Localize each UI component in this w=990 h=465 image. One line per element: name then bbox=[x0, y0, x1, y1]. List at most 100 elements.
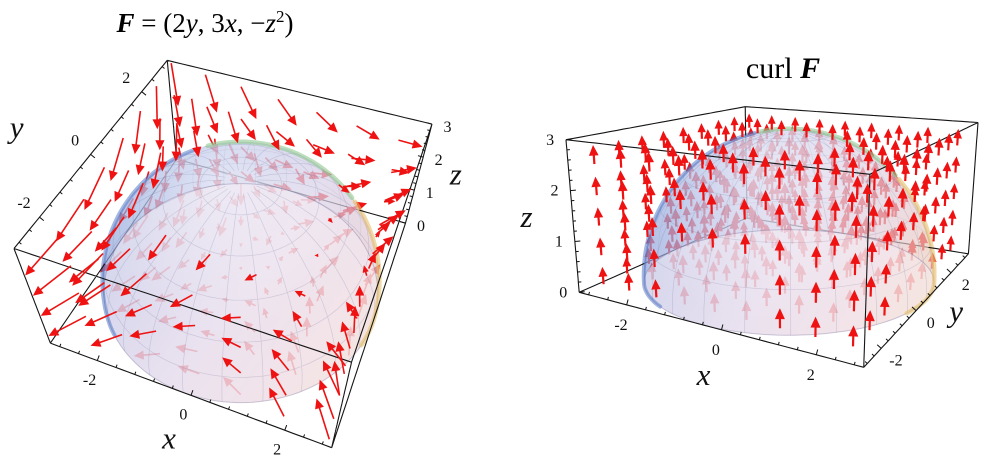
vector-head bbox=[931, 196, 940, 207]
vector-head bbox=[25, 265, 36, 276]
vector-head bbox=[697, 123, 706, 133]
tick-label-z: 0 bbox=[559, 284, 567, 301]
vector-head bbox=[620, 228, 630, 239]
vector-shaft bbox=[95, 333, 123, 345]
axis-tick bbox=[209, 399, 212, 403]
vector-head bbox=[362, 265, 369, 273]
axis-tick bbox=[920, 300, 924, 304]
vector-head bbox=[946, 235, 955, 245]
vector-head bbox=[663, 137, 673, 148]
vector-head bbox=[760, 190, 771, 201]
vector-head bbox=[774, 308, 785, 320]
vector-head bbox=[209, 101, 219, 113]
vector-head bbox=[868, 204, 879, 216]
vector-shaft bbox=[75, 252, 104, 283]
vector-head bbox=[810, 316, 821, 328]
vector-head bbox=[908, 211, 919, 223]
vector-head bbox=[890, 139, 900, 150]
vector-head bbox=[923, 126, 932, 137]
vector-head bbox=[340, 321, 350, 333]
axis-tick bbox=[427, 129, 431, 132]
vector-shaft bbox=[338, 346, 346, 375]
axis-tick bbox=[683, 316, 685, 320]
vector-head bbox=[591, 176, 601, 188]
axis-tick bbox=[777, 341, 780, 345]
axis-tick bbox=[131, 103, 135, 107]
rim-green bbox=[205, 139, 355, 201]
vector-head bbox=[738, 162, 749, 174]
vector-head bbox=[842, 130, 852, 140]
vector-head bbox=[270, 368, 280, 380]
vector-shaft bbox=[37, 265, 72, 293]
vector-head bbox=[614, 139, 624, 151]
vector-head bbox=[129, 329, 140, 339]
vector-head bbox=[740, 233, 751, 245]
vector-head bbox=[897, 187, 908, 199]
vector-head bbox=[679, 126, 688, 137]
title-run: x bbox=[224, 8, 237, 38]
vector-head bbox=[845, 141, 855, 153]
vector-head bbox=[852, 175, 863, 187]
vector-head bbox=[855, 126, 864, 136]
vector-head bbox=[899, 153, 910, 166]
vector-head bbox=[368, 130, 380, 140]
vector-head bbox=[684, 133, 694, 144]
vector-head bbox=[62, 251, 73, 262]
vector-head bbox=[221, 337, 233, 347]
vector-head bbox=[323, 360, 332, 372]
vector-shaft bbox=[240, 86, 255, 115]
axis-tick bbox=[626, 299, 629, 305]
vector-head bbox=[331, 360, 341, 372]
vector-head bbox=[314, 253, 319, 258]
vector-head bbox=[271, 349, 282, 360]
base-disc bbox=[644, 229, 935, 336]
axis-label-x: x bbox=[696, 357, 711, 392]
vector-head bbox=[598, 266, 608, 277]
vector-head bbox=[114, 190, 123, 202]
vector-shaft bbox=[45, 292, 80, 314]
vector-shaft bbox=[104, 216, 125, 247]
vector-head bbox=[72, 275, 83, 286]
vector-head bbox=[388, 215, 399, 225]
vector-head bbox=[335, 341, 345, 352]
vector-head bbox=[937, 243, 947, 253]
tick-label-y: -2 bbox=[17, 195, 30, 212]
vector-shaft bbox=[66, 230, 93, 259]
axis-label-x: x bbox=[161, 421, 176, 456]
vector-head bbox=[934, 137, 944, 148]
vector-head bbox=[617, 180, 628, 192]
tick-label-x: 2 bbox=[273, 442, 281, 459]
vector-head bbox=[721, 125, 731, 135]
vector-head bbox=[340, 185, 350, 193]
axis-tick bbox=[151, 78, 155, 82]
vector-head bbox=[848, 325, 859, 337]
vector-head bbox=[953, 128, 962, 139]
vector-head bbox=[910, 180, 920, 191]
vector-shaft bbox=[334, 366, 341, 396]
vector-shaft bbox=[170, 62, 179, 101]
vector-shaft bbox=[89, 310, 118, 325]
axis-tick bbox=[404, 215, 408, 217]
tick-label-x: 0 bbox=[179, 407, 187, 424]
vector-head bbox=[951, 156, 961, 166]
vector-head bbox=[32, 285, 44, 296]
vector-head bbox=[869, 167, 880, 179]
axis-tick bbox=[120, 116, 124, 120]
vector-head bbox=[315, 398, 324, 410]
vector-head bbox=[620, 212, 630, 223]
hemisphere-surface bbox=[641, 126, 937, 336]
vector-arrows-front bbox=[25, 62, 423, 440]
vector-head bbox=[673, 154, 684, 167]
vector-shaft bbox=[134, 110, 142, 149]
vector-head bbox=[84, 199, 93, 210]
vector-head bbox=[911, 147, 922, 159]
vector-head bbox=[272, 329, 284, 339]
vector-head bbox=[939, 216, 948, 227]
axis-tick bbox=[834, 356, 837, 360]
vector-head bbox=[932, 167, 942, 178]
title-run: z bbox=[264, 8, 276, 38]
